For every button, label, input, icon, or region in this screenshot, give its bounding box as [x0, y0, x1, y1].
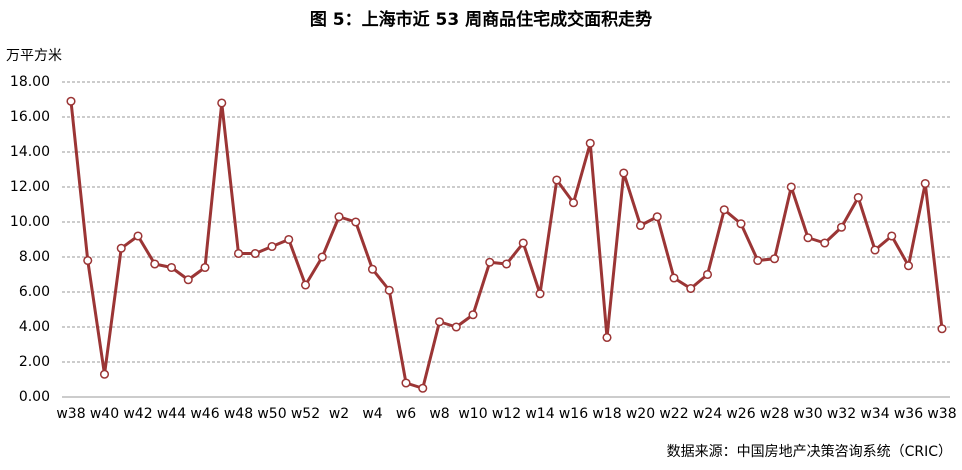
data-point [870, 245, 880, 255]
x-tick-label: w24 [693, 406, 722, 422]
data-point [384, 285, 394, 295]
y-tick-label: 18.00 [10, 74, 50, 90]
data-point [66, 96, 76, 106]
data-point [635, 220, 646, 231]
data-point [903, 261, 914, 271]
x-tick-label: w4 [362, 406, 382, 422]
y-tick-label: 8.00 [19, 249, 50, 265]
data-point [99, 369, 110, 379]
data-point [920, 178, 930, 189]
data-point [317, 252, 327, 262]
x-tick-label: w52 [291, 406, 320, 422]
data-point [451, 322, 461, 332]
y-tick-label: 0.00 [19, 389, 50, 405]
data-point [535, 289, 545, 299]
x-tick-label: w8 [429, 406, 449, 422]
data-point [485, 257, 495, 267]
x-tick-label: w38 [56, 406, 85, 422]
data-point [552, 175, 562, 185]
x-tick-label: w32 [827, 406, 856, 422]
y-axis-label: 万平方米 [6, 48, 62, 64]
data-point [619, 168, 629, 178]
data-point [300, 280, 311, 290]
data-point [284, 234, 294, 245]
data-point [736, 219, 746, 229]
x-tick-label: w26 [726, 406, 755, 422]
y-tick-label: 14.00 [10, 144, 50, 160]
data-point [719, 205, 729, 215]
data-point [418, 383, 428, 393]
y-tick-label: 2.00 [19, 354, 50, 370]
y-tick-label: 16.00 [10, 109, 50, 125]
x-tick-label: w22 [659, 406, 688, 422]
data-point [602, 332, 612, 343]
x-tick-label: w6 [396, 406, 416, 422]
data-point [233, 248, 244, 259]
data-point [753, 255, 763, 266]
x-tick-label: w16 [559, 406, 588, 422]
data-point [217, 98, 227, 108]
data-point [669, 273, 679, 283]
x-tick-label: w2 [329, 406, 349, 422]
x-tick-label: w50 [257, 406, 286, 422]
data-point [518, 238, 528, 248]
data-point [133, 231, 143, 241]
data-point [250, 248, 260, 259]
data-point [887, 231, 897, 241]
x-tick-label: w40 [90, 406, 119, 422]
x-tick-label: w42 [123, 406, 152, 422]
x-tick-label: w14 [525, 406, 554, 422]
data-point [267, 241, 277, 252]
y-tick-label: 10.00 [10, 214, 50, 230]
data-point [568, 198, 579, 208]
y-tick-label: 6.00 [19, 284, 50, 300]
data-point [150, 259, 160, 269]
data-point [836, 222, 847, 232]
data-point [351, 217, 361, 227]
x-tick-label: w36 [894, 406, 923, 422]
data-point [116, 243, 126, 253]
data-point [183, 275, 193, 285]
data-point [786, 182, 796, 192]
data-point [468, 310, 478, 320]
data-line [69, 101, 944, 390]
y-tick-label: 4.00 [19, 319, 50, 335]
data-point [769, 254, 780, 264]
data-point [83, 255, 93, 266]
data-point [501, 259, 512, 269]
data-point [803, 233, 813, 243]
x-tick-label: w48 [224, 406, 253, 422]
x-tick-label: w18 [592, 406, 621, 422]
data-point [401, 378, 411, 388]
x-tick-label: w38 [927, 406, 956, 422]
x-tick-label: w44 [157, 406, 186, 422]
data-point [585, 138, 595, 148]
data-point [686, 283, 696, 294]
x-tick-label: w20 [626, 406, 655, 422]
x-tick-label: w28 [760, 406, 789, 422]
x-tick-label: w12 [492, 406, 521, 422]
data-point [334, 212, 344, 222]
data-point [652, 212, 662, 222]
y-tick-label: 12.00 [10, 179, 50, 195]
source-note: 数据来源：中国房地产决策咨询系统（CRIC） [667, 443, 952, 460]
data-point [367, 264, 378, 274]
data-point [820, 238, 830, 248]
data-point [200, 262, 210, 273]
data-point [434, 317, 445, 327]
x-tick-label: w30 [793, 406, 822, 422]
data-point [702, 269, 713, 280]
x-tick-label: w46 [190, 406, 219, 422]
x-tick-label: w34 [860, 406, 889, 422]
data-point [166, 262, 177, 273]
x-tick-label: w10 [458, 406, 487, 422]
data-point [937, 324, 947, 334]
data-point [853, 192, 863, 203]
chart-title: 图 5：上海市近 53 周商品住宅成交面积走势 [310, 9, 652, 30]
